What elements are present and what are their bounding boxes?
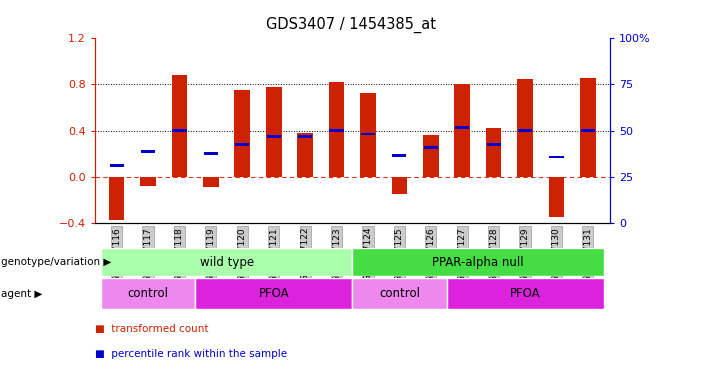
Text: GDS3407 / 1454385_at: GDS3407 / 1454385_at [266,17,435,33]
Text: ■  percentile rank within the sample: ■ percentile rank within the sample [95,349,287,359]
Bar [423,135,439,177]
Bar [360,93,376,177]
Bar [140,177,156,186]
Bar [204,152,218,155]
Text: PPAR-alpha null: PPAR-alpha null [432,256,524,268]
Bar [353,248,604,276]
Bar [486,143,501,146]
Bar [486,128,501,177]
Text: control: control [128,287,168,300]
Bar [550,156,564,159]
Bar [109,177,125,220]
Bar [454,84,470,177]
Bar [298,135,312,138]
Bar [203,177,219,187]
Text: agent ▶: agent ▶ [1,289,43,299]
Text: PFOA: PFOA [510,287,540,300]
Bar [109,164,123,167]
Text: genotype/variation ▶: genotype/variation ▶ [1,257,111,267]
Text: wild type: wild type [200,256,254,268]
Bar [266,87,282,177]
Bar [518,129,532,132]
Bar [447,278,604,309]
Bar [172,129,186,132]
Bar [266,135,281,138]
Bar [329,129,343,132]
Bar [549,177,564,217]
Bar [353,278,447,309]
Bar [423,146,438,149]
Bar [580,78,596,177]
Bar [101,248,353,276]
Bar [361,132,375,136]
Bar [172,75,187,177]
Text: ■  transformed count: ■ transformed count [95,324,208,334]
Bar [393,154,407,157]
Bar [581,129,595,132]
Bar [101,278,195,309]
Text: PFOA: PFOA [259,287,289,300]
Text: control: control [379,287,420,300]
Bar [455,126,469,129]
Bar [141,150,155,153]
Bar [297,133,313,177]
Bar [392,177,407,194]
Bar [234,90,250,177]
Bar [329,82,344,177]
Bar [195,278,353,309]
Bar [236,143,250,146]
Bar [517,79,533,177]
